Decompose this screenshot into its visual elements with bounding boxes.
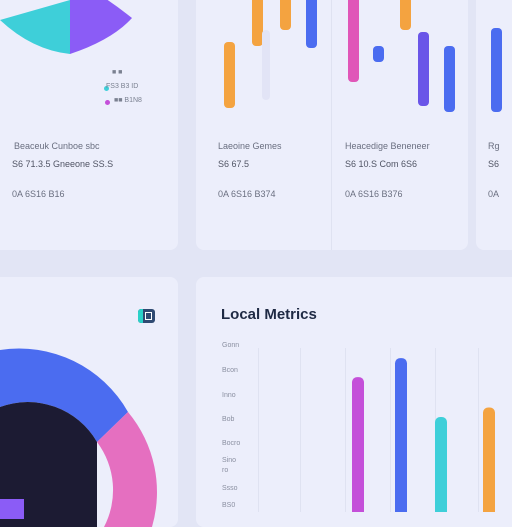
bar-blue-3 xyxy=(491,28,502,112)
y-axis-label: Sino xyxy=(222,457,237,464)
y-axis-label: ro xyxy=(222,467,229,474)
summary-card-1: ■ ■ FS3 B3 ID ■■ B1N8 Beaceuk Cunboe sbc… xyxy=(0,0,178,250)
grid-line xyxy=(345,348,346,512)
legend-dot-purple xyxy=(105,100,110,105)
metric-value: S6 10.S Com 6S6 xyxy=(345,159,418,169)
metric-label: Heacedige Beneneer xyxy=(345,141,430,151)
chart-title: Local Metrics xyxy=(221,306,317,323)
y-axis-label: BS0 xyxy=(222,502,236,509)
legend-item-1: ■ ■ xyxy=(112,69,123,76)
metric-value: S6 71.3.5 Gneeone SS.S xyxy=(12,159,114,169)
metric-sub: 0A 6S16 B16 xyxy=(12,189,65,199)
donut-card xyxy=(0,277,178,527)
y-axis-label: Ssso xyxy=(222,485,238,492)
y-axis-label: Inno xyxy=(222,392,236,399)
metric-label: Beaceuk Cunboe sbc xyxy=(14,141,100,151)
donut-chart xyxy=(0,348,157,527)
bar-orange-4 xyxy=(400,0,411,30)
bar-violet-1 xyxy=(418,32,429,106)
grid-line xyxy=(300,348,301,512)
donut-chart xyxy=(0,0,132,54)
summary-card-3: Heacedige Beneneer S6 10.S Com 6S6 0A 6S… xyxy=(331,0,468,250)
y-axis-label: Bocro xyxy=(222,440,241,447)
legend-label-2: ■■ B1N8 xyxy=(114,97,142,104)
bar-faint-1 xyxy=(262,30,270,100)
bar-orange-2 xyxy=(252,0,263,46)
bar-blue-2 xyxy=(444,46,455,112)
bar-pink-1 xyxy=(348,0,359,82)
calendar-icon[interactable] xyxy=(138,309,155,323)
summary-card-2: Laeoine Gemes S6 67.5 0A 6S16 B374 xyxy=(196,0,331,250)
grid-line xyxy=(258,348,259,512)
metric-label: Rg xyxy=(488,141,500,151)
metric-value: S6 xyxy=(488,159,500,169)
y-axis-label: Bob xyxy=(222,416,235,423)
y-axis-label: Gonn xyxy=(222,342,240,349)
bar-orange-3 xyxy=(280,0,291,30)
y-axis-label: Bcon xyxy=(222,367,238,374)
bar-orange-1 xyxy=(224,42,235,108)
grid-line xyxy=(478,348,479,512)
metric-value: S6 67.5 xyxy=(218,159,250,169)
summary-card-4: Rg S6 0A xyxy=(476,0,512,250)
bar-blue-1 xyxy=(306,0,317,48)
metric-sub: 0A xyxy=(488,189,500,199)
metric-label: Laeoine Gemes xyxy=(218,141,282,151)
metric-sub: 0A 6S16 B376 xyxy=(345,189,403,199)
grid-line xyxy=(390,348,391,512)
legend-label-1: FS3 B3 ID xyxy=(106,83,139,90)
legend-dot-cyan xyxy=(104,86,109,91)
bar-blue-small xyxy=(373,46,384,62)
metric-sub: 0A 6S16 B374 xyxy=(218,189,276,199)
grid-line xyxy=(435,348,436,512)
